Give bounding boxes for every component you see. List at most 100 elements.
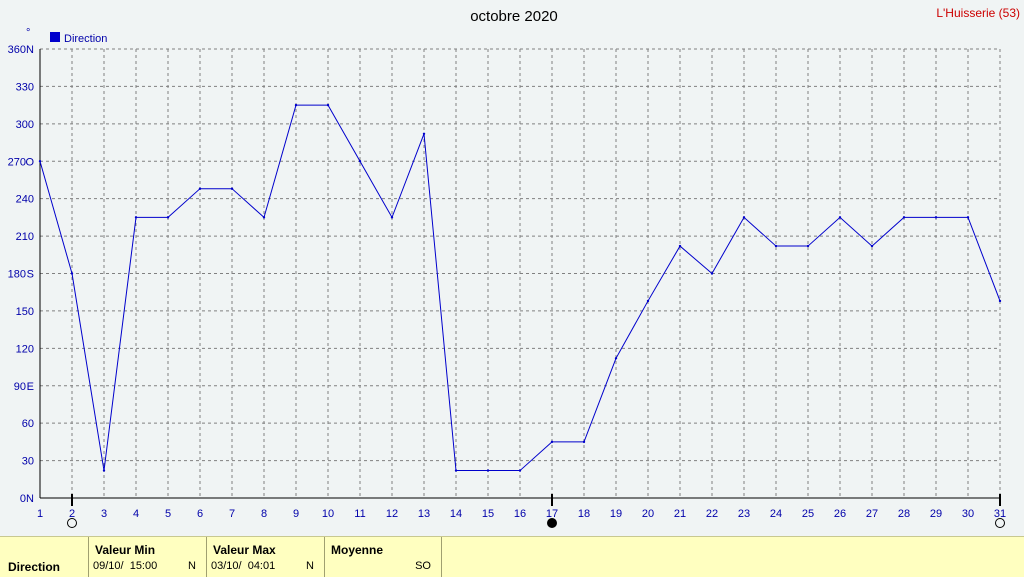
stat-avg: Moyenne SO <box>325 537 442 577</box>
stat-min: Valeur Min 09/10/ 15:00 N <box>89 537 207 577</box>
legend-swatch <box>50 32 60 42</box>
y-tick-direction: S <box>27 269 34 281</box>
data-point <box>806 244 810 248</box>
stat-avg-dir: SO <box>415 560 431 572</box>
x-tick-label: 24 <box>770 508 782 520</box>
data-point <box>934 216 938 219</box>
x-tick-label: 1 <box>37 508 43 520</box>
data-point <box>582 440 586 444</box>
x-tick-label: 4 <box>133 508 139 520</box>
y-tick-label: 270 <box>8 156 26 168</box>
data-point <box>710 272 714 275</box>
x-tick-label: 7 <box>229 508 235 520</box>
x-tick-label: 19 <box>610 508 622 520</box>
stats-row-label: Direction <box>8 560 61 574</box>
y-tick-direction: E <box>27 381 34 393</box>
x-tick-label: 13 <box>418 508 430 520</box>
stats-panel: Direction Valeur Min 09/10/ 15:00 N Vale… <box>0 536 1024 577</box>
x-tick-label: 28 <box>898 508 910 520</box>
data-point <box>614 357 618 360</box>
data-point <box>998 299 1002 303</box>
x-tick-label: 29 <box>930 508 942 520</box>
x-tick-label: 23 <box>738 508 750 520</box>
y-tick-label: 300 <box>16 119 34 131</box>
x-tick-label: 16 <box>514 508 526 520</box>
data-point <box>38 160 42 163</box>
stat-max-label: Valeur Max <box>213 543 276 557</box>
x-tick-label: 25 <box>802 508 814 520</box>
x-tick-label: 2 <box>69 508 75 520</box>
x-tick-label: 12 <box>386 508 398 520</box>
x-tick-label: 27 <box>866 508 878 520</box>
y-tick-label: 90 <box>14 381 26 393</box>
grid <box>39 48 1001 499</box>
y-tick-label: 210 <box>16 231 34 243</box>
stat-max: Valeur Max 03/10/ 04:01 N <box>207 537 325 577</box>
y-tick-label: 330 <box>16 81 34 93</box>
data-point <box>262 216 266 219</box>
data-point <box>454 469 458 472</box>
data-point <box>486 469 490 472</box>
y-tick-label: 0 <box>20 493 26 505</box>
y-tick-label: 150 <box>16 306 34 318</box>
data-point <box>166 216 170 219</box>
data-point <box>518 469 522 472</box>
x-tick-label: 10 <box>322 508 334 520</box>
stat-min-label: Valeur Min <box>95 543 156 557</box>
data-point <box>230 187 234 190</box>
x-axis: 1 2 3 4 5 6 7 8 9 10 11 12 13 14 15 16 17 18 19 20 21 22 23 24 2… <box>37 508 1006 520</box>
stat-min-date: 09/10/ 15:00 <box>93 560 158 572</box>
new-moon-icon <box>547 518 557 528</box>
x-tick-label: 6 <box>197 508 203 520</box>
full-moon-icon <box>995 518 1005 528</box>
x-tick-label: 21 <box>674 508 686 520</box>
x-tick-label: 17 <box>546 508 558 520</box>
data-point <box>358 160 362 163</box>
data-point <box>198 187 202 190</box>
data-point <box>102 469 106 472</box>
stats-row-label-cell: Direction <box>0 537 89 577</box>
x-tick-label: 20 <box>642 508 654 520</box>
data-point <box>646 299 650 303</box>
y-tick-direction: N <box>26 44 34 56</box>
data-point <box>774 244 778 248</box>
y-tick-label: 240 <box>16 194 34 206</box>
y-axis-unit: ° <box>26 27 30 39</box>
chart-title: octobre 2020 <box>470 8 558 25</box>
y-tick-direction: N <box>26 493 34 505</box>
y-tick-label: 120 <box>16 343 34 355</box>
x-tick-label: 3 <box>101 508 107 520</box>
data-point <box>294 103 298 107</box>
y-tick-direction: O <box>25 156 34 168</box>
full-moon-icon <box>67 518 77 528</box>
x-tick-label: 5 <box>165 508 171 520</box>
x-tick-label: 18 <box>578 508 590 520</box>
x-tick-label: 9 <box>293 508 299 520</box>
data-point <box>422 132 426 136</box>
data-point <box>742 216 746 219</box>
data-point <box>134 216 138 219</box>
stat-min-dir: N <box>188 560 196 572</box>
x-tick-label: 31 <box>994 508 1006 520</box>
series-direction <box>38 103 1002 472</box>
stat-max-dir: N <box>306 560 314 572</box>
moon-phases <box>67 494 1005 528</box>
x-tick-label: 22 <box>706 508 718 520</box>
stat-avg-label: Moyenne <box>331 543 384 557</box>
data-point <box>326 103 330 107</box>
data-point <box>966 216 970 219</box>
y-tick-label: 30 <box>22 456 34 468</box>
station-name: L'Huisserie (53) <box>936 6 1020 20</box>
data-point <box>838 216 842 219</box>
data-point <box>390 216 394 219</box>
x-tick-label: 14 <box>450 508 462 520</box>
x-tick-label: 8 <box>261 508 267 520</box>
x-tick-label: 11 <box>354 508 365 520</box>
data-point <box>550 440 554 444</box>
x-tick-label: 30 <box>962 508 974 520</box>
x-tick-label: 26 <box>834 508 846 520</box>
data-point <box>70 272 74 275</box>
data-point <box>678 244 682 248</box>
x-tick-label: 15 <box>482 508 494 520</box>
